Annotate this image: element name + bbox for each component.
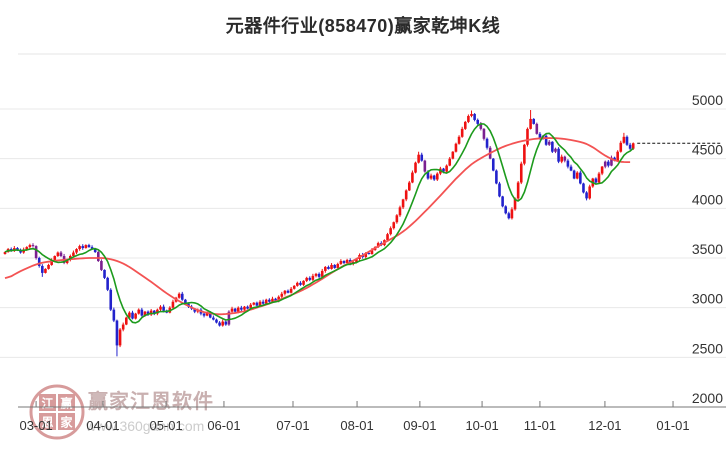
svg-text:3500: 3500 xyxy=(692,241,723,257)
svg-text:赢: 赢 xyxy=(60,396,72,411)
y-axis-labels: 5000 4500 4000 3500 3000 2500 2000 xyxy=(692,92,723,406)
svg-text:03-01: 03-01 xyxy=(19,418,52,433)
chart-title: 元器件行业(858470)赢家乾坤K线 xyxy=(225,16,501,36)
svg-text:04-01: 04-01 xyxy=(86,418,119,433)
svg-text:05-01: 05-01 xyxy=(149,418,182,433)
svg-text:恩: 恩 xyxy=(41,415,53,430)
svg-text:10-01: 10-01 xyxy=(465,418,498,433)
svg-text:06-01: 06-01 xyxy=(207,418,240,433)
svg-text:5000: 5000 xyxy=(692,92,723,108)
ma-long-line xyxy=(4,137,631,316)
svg-text:2500: 2500 xyxy=(692,340,723,356)
svg-text:12-01: 12-01 xyxy=(588,418,621,433)
x-axis xyxy=(18,401,726,408)
svg-text:4000: 4000 xyxy=(692,191,723,207)
svg-text:家: 家 xyxy=(60,415,73,430)
y-gridlines xyxy=(0,53,726,358)
watermark-brand-text: 赢家江恩软件 xyxy=(88,389,214,413)
svg-text:07-01: 07-01 xyxy=(276,418,309,433)
svg-text:09-01: 09-01 xyxy=(403,418,436,433)
svg-text:江: 江 xyxy=(41,396,53,411)
watermark-url-text: www.360gann.com xyxy=(85,418,204,434)
svg-text:3000: 3000 xyxy=(692,291,723,307)
ma-short-line xyxy=(4,123,634,324)
watermark: 江赢恩 家赢家江恩软件 www.360gann.com xyxy=(29,384,214,440)
svg-text:4500: 4500 xyxy=(692,142,723,158)
svg-text:2000: 2000 xyxy=(692,390,723,406)
x-axis-labels: 03-01 04-01 05-01 06-01 07-01 08-01 09-01 10-01… xyxy=(19,418,689,433)
svg-text:01-01: 01-01 xyxy=(656,418,689,433)
svg-text:11-01: 11-01 xyxy=(524,418,556,433)
svg-text:08-01: 08-01 xyxy=(340,418,373,433)
candles-layer xyxy=(3,109,635,357)
